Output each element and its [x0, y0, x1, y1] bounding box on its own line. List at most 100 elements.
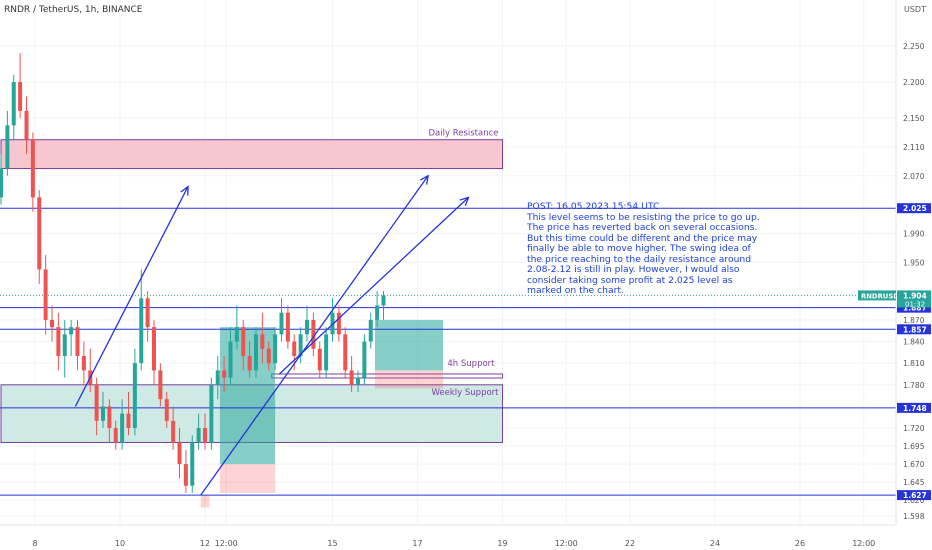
candle-body: [152, 327, 156, 371]
candle-body: [317, 348, 322, 371]
y-tick-label: 2.150: [903, 114, 925, 123]
x-tick-label: 17: [412, 539, 422, 548]
candle-body: [145, 298, 150, 328]
candle-body: [324, 334, 329, 371]
candle-body: [24, 110, 29, 140]
candle-body: [196, 428, 201, 443]
candle-body: [183, 464, 188, 486]
symbol-badge: [858, 290, 896, 301]
candle-body: [305, 319, 309, 335]
candle-body: [349, 370, 354, 385]
y-tick-label: 2.070: [903, 172, 925, 181]
y-tick-label: 1.810: [903, 359, 925, 368]
candle-body: [228, 341, 233, 378]
loss-box: [375, 370, 443, 389]
y-tick-label: 2.110: [903, 143, 925, 152]
y-tick-label: 2.250: [903, 42, 925, 51]
candle-body: [241, 327, 246, 356]
y-tick-label: 1.990: [903, 229, 925, 238]
chart-title: RNDR / TetherUS, 1h, BINANCE: [4, 5, 143, 15]
candle-body: [247, 355, 252, 371]
level-badge-label: 2.025: [903, 204, 927, 213]
resistance-zone: [0, 139, 503, 170]
level-badge-label: 1.857: [903, 325, 927, 334]
x-tick-label: 19: [497, 539, 507, 548]
currency-label: USDT: [904, 5, 926, 14]
profit-box: [219, 327, 276, 465]
candle-body: [139, 298, 144, 364]
candle-body: [43, 269, 48, 320]
candle-body: [260, 334, 265, 349]
x-tick-label: 24: [710, 539, 720, 548]
candle-body: [107, 406, 112, 429]
candles: [0, 53, 386, 493]
level-badge: [897, 302, 931, 313]
y-tick-label: 1.620: [903, 496, 925, 505]
zone-labels: Daily Resistance Weekly Support 4h Support: [428, 129, 499, 398]
candle-body: [69, 327, 74, 335]
arrow-head: [180, 185, 189, 196]
candle-body: [234, 327, 239, 342]
candle-body: [132, 363, 137, 429]
arrow-head: [459, 196, 470, 207]
y-axis[interactable]: 2.250 2.200 2.150 2.110 2.070 1.990 1.950 1.870…: [858, 0, 931, 525]
candle-body: [18, 82, 23, 111]
candle-body: [203, 428, 207, 443]
loss-box: [200, 495, 210, 508]
symbol-badge-label: RNDRUSDT: [861, 292, 904, 300]
note-title: POST: 16.05.2023 15:54 UTC: [527, 201, 660, 212]
x-tick-label: 12:00: [215, 539, 238, 548]
y-tick-label: 1.695: [903, 442, 925, 451]
candle-body: [158, 370, 163, 400]
zone-label: Daily Resistance: [428, 129, 498, 139]
trend-arrow: [200, 175, 429, 496]
price-badge-timer: 01:32: [905, 300, 925, 308]
candle-body: [5, 125, 10, 169]
candle-body: [292, 341, 297, 356]
candle-body: [356, 377, 360, 385]
candle-body: [50, 319, 54, 328]
candle-body: [56, 327, 61, 356]
x-tick-label: 12: [200, 539, 210, 548]
candle-body: [113, 428, 118, 443]
level-badge-label: 1.627: [903, 491, 927, 500]
horizontal-levels: [0, 207, 896, 496]
candle-body: [37, 197, 42, 270]
x-tick-label: 8: [32, 539, 37, 548]
zones: [0, 139, 503, 508]
candle-body: [190, 442, 195, 486]
candle-body: [215, 370, 220, 385]
candle-body: [209, 384, 214, 443]
level-badge-label: 1.748: [903, 404, 927, 413]
trend-arrow: [278, 196, 469, 375]
level-badge-label: 1.887: [903, 304, 927, 313]
candle-body: [285, 312, 290, 342]
candle-body: [30, 139, 35, 198]
candle-body: [343, 334, 348, 371]
y-tick-label: 1.840: [903, 338, 925, 347]
candle-body: [298, 334, 303, 356]
candle-body: [62, 334, 67, 356]
x-tick-label: 12:00: [555, 539, 578, 548]
level-badge: [897, 402, 931, 413]
y-tick-label: 1.870: [903, 316, 925, 325]
price-badge: [897, 290, 931, 308]
level-badge: [897, 324, 931, 335]
candle-body: [336, 312, 341, 335]
trend-arrows: [74, 174, 470, 496]
candle-body: [75, 327, 80, 356]
candle-body: [81, 355, 86, 371]
trend-arrow: [74, 186, 189, 407]
candle-body: [311, 319, 316, 349]
loss-box: [219, 464, 276, 493]
y-tick-label: 1.780: [903, 381, 925, 390]
candle-body: [94, 384, 99, 421]
x-axis[interactable]: 8 10 12 12:00 15 17 19 12:00 22 24 26 12:00: [0, 524, 896, 548]
level-badge: [897, 203, 931, 214]
candle-body: [164, 399, 169, 421]
candle-body: [120, 413, 125, 443]
zone-label: Weekly Support: [432, 388, 500, 398]
x-tick-label: 22: [625, 539, 635, 548]
candle-body: [126, 413, 131, 429]
